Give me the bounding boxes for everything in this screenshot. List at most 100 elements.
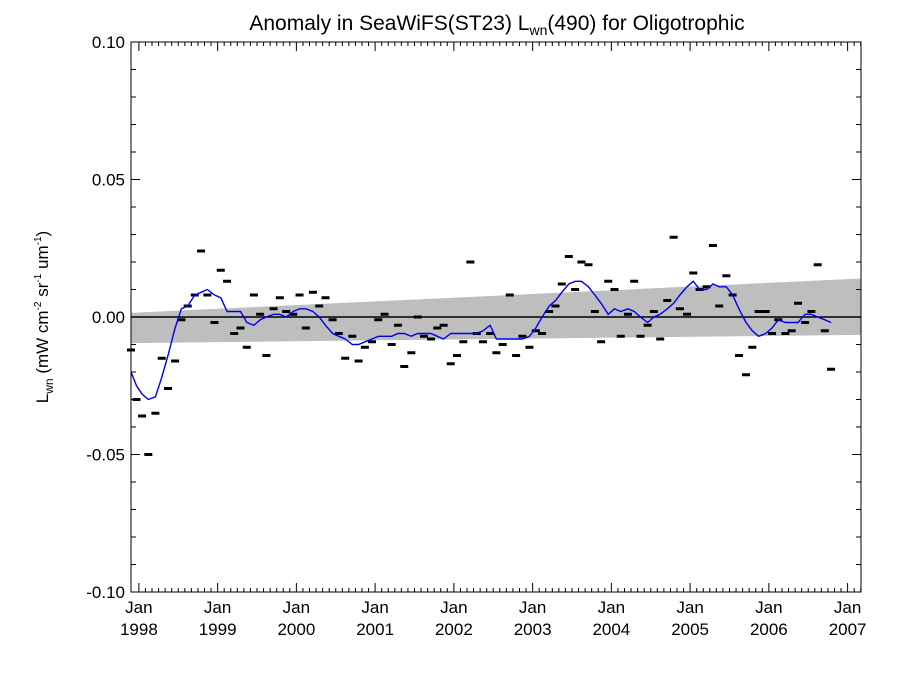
running-mean-layer bbox=[130, 280, 832, 401]
data-point bbox=[407, 351, 416, 355]
y-tick-label: -0.05 bbox=[86, 446, 125, 465]
data-point bbox=[256, 312, 265, 316]
y-tick-label: 0.00 bbox=[92, 308, 125, 327]
data-point bbox=[643, 323, 652, 327]
data-point bbox=[315, 304, 324, 308]
data-point bbox=[282, 310, 291, 313]
x-tick-year: 2007 bbox=[829, 620, 867, 639]
y-axis-label: Lwn (mW cm-2 sr-1 um-1) bbox=[33, 231, 56, 403]
data-point bbox=[820, 329, 829, 333]
data-point bbox=[144, 453, 153, 456]
data-point bbox=[754, 310, 763, 313]
data-point bbox=[722, 274, 731, 278]
data-point bbox=[492, 351, 501, 355]
x-tick-year: 1998 bbox=[120, 620, 158, 639]
data-point bbox=[295, 293, 304, 297]
y-tick-label: -0.10 bbox=[86, 583, 125, 602]
axis-ticks-layer: 0.100.050.00-0.05-0.10Jan1998Jan1999Jan2… bbox=[86, 33, 866, 639]
data-point bbox=[360, 345, 369, 349]
data-point bbox=[807, 310, 816, 313]
x-tick-month: Jan bbox=[755, 598, 782, 617]
data-point bbox=[242, 345, 251, 349]
x-tick-year: 2005 bbox=[671, 620, 709, 639]
data-point bbox=[702, 285, 711, 289]
data-point bbox=[223, 279, 232, 283]
data-point bbox=[151, 411, 160, 415]
x-tick-month: Jan bbox=[283, 598, 310, 617]
chart-title: Anomaly in SeaWiFS(ST23) Lwn(490) for Ol… bbox=[249, 12, 744, 38]
data-point bbox=[669, 235, 678, 239]
data-point bbox=[289, 312, 298, 316]
x-tick-year: 1999 bbox=[199, 620, 237, 639]
data-point bbox=[453, 354, 462, 357]
uncertainty-band-layer bbox=[131, 278, 861, 344]
data-point bbox=[269, 307, 278, 311]
data-point bbox=[656, 337, 665, 341]
data-point bbox=[512, 354, 521, 357]
data-point bbox=[636, 334, 645, 338]
data-point bbox=[262, 354, 271, 357]
data-point bbox=[446, 362, 455, 366]
data-point bbox=[308, 290, 317, 294]
chart-title-tail: (490) for Oligotrophic bbox=[547, 12, 744, 35]
data-point bbox=[584, 263, 593, 267]
data-point bbox=[571, 288, 580, 291]
y-tick-label: 0.05 bbox=[92, 171, 125, 190]
x-tick-month: Jan bbox=[125, 598, 152, 617]
data-point bbox=[787, 329, 796, 333]
x-tick-month: Jan bbox=[519, 598, 546, 617]
data-point bbox=[236, 326, 245, 330]
data-point bbox=[623, 312, 632, 316]
data-point bbox=[781, 332, 790, 335]
data-point bbox=[708, 244, 717, 247]
ylabel-sup-1: -2 bbox=[33, 301, 44, 310]
data-point bbox=[649, 310, 658, 313]
data-point bbox=[801, 321, 810, 324]
ylabel-sup-3: -1 bbox=[33, 236, 44, 245]
data-point bbox=[734, 354, 743, 357]
data-point bbox=[545, 310, 554, 313]
data-point bbox=[321, 296, 330, 300]
data-point bbox=[610, 288, 619, 291]
data-point bbox=[551, 304, 560, 308]
x-tick-month: Jan bbox=[676, 598, 703, 617]
data-point bbox=[505, 293, 514, 297]
data-point bbox=[630, 279, 639, 283]
x-tick-month: Jan bbox=[204, 598, 231, 617]
data-point bbox=[138, 414, 147, 418]
running-mean-line bbox=[130, 280, 832, 401]
data-point bbox=[557, 282, 566, 286]
data-point bbox=[604, 279, 613, 283]
data-point bbox=[663, 299, 672, 302]
svg-text:Lwn (mW cm-2 sr-1 um-1): Lwn (mW cm-2 sr-1 um-1) bbox=[33, 231, 56, 403]
data-point bbox=[715, 304, 724, 308]
data-point bbox=[164, 387, 173, 390]
x-tick-month: Jan bbox=[598, 598, 625, 617]
data-point bbox=[203, 293, 212, 297]
data-point bbox=[564, 255, 573, 258]
data-point bbox=[761, 310, 770, 313]
y-tick-label: 0.10 bbox=[92, 33, 125, 52]
ylabel-units: (mW cm bbox=[33, 310, 52, 378]
data-point bbox=[132, 398, 141, 401]
data-point bbox=[682, 312, 691, 316]
data-point bbox=[433, 326, 442, 330]
data-point bbox=[794, 301, 803, 305]
data-point bbox=[748, 345, 757, 349]
data-point bbox=[742, 373, 751, 377]
uncertainty-band bbox=[131, 278, 861, 344]
data-point bbox=[419, 334, 428, 338]
data-point bbox=[387, 343, 396, 346]
ylabel-close: ) bbox=[33, 231, 52, 237]
ylabel-units-2: sr bbox=[33, 282, 52, 301]
x-tick-year: 2003 bbox=[514, 620, 552, 639]
data-point bbox=[348, 334, 357, 338]
data-point bbox=[354, 359, 363, 363]
data-point bbox=[498, 343, 507, 346]
data-point bbox=[249, 293, 258, 297]
data-point bbox=[374, 318, 383, 322]
data-point bbox=[597, 340, 606, 344]
ylabel-units-3: um bbox=[33, 245, 52, 273]
data-point bbox=[827, 367, 836, 371]
